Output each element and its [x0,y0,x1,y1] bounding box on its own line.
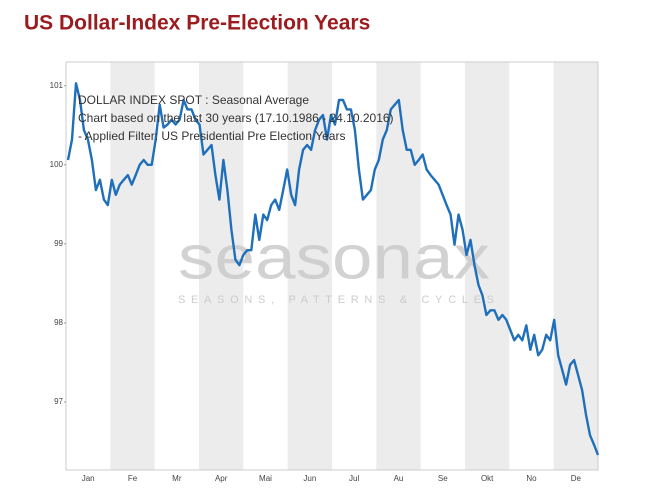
month-band [376,62,421,470]
y-tick-label: 97 [54,397,63,406]
annotation: - Applied Filter: US Presidential Pre El… [78,129,345,143]
x-tick-label: Mai [259,474,272,483]
x-tick-label: Okt [481,474,494,483]
x-tick-label: No [526,474,537,483]
annotation: Chart based on the last 30 years (17.10.… [78,111,394,125]
y-tick-label: 101 [50,81,64,90]
month-band [553,62,598,470]
x-tick-label: Jan [82,474,95,483]
y-tick-label: 99 [54,239,63,248]
month-band [199,62,244,470]
x-tick-label: Au [394,474,404,483]
x-tick-label: Se [438,474,448,483]
x-tick-label: Apr [215,474,228,483]
data-line [66,82,600,456]
x-tick-label: Jun [303,474,316,483]
y-tick-label: 100 [50,160,64,169]
x-tick-label: Mr [172,474,182,483]
x-tick-label: Jul [349,474,359,483]
x-tick-label: Fe [128,474,138,483]
plot-frame [65,61,599,471]
chart-title: US Dollar-Index Pre-Election Years [24,12,370,35]
annotation: DOLLAR INDEX SPOT : Seasonal Average [78,93,309,107]
month-band [110,62,155,470]
y-tick-label: 98 [54,318,63,327]
watermark-logo: seasonax [178,223,490,292]
x-tick-label: De [571,474,582,483]
month-band [465,62,510,470]
